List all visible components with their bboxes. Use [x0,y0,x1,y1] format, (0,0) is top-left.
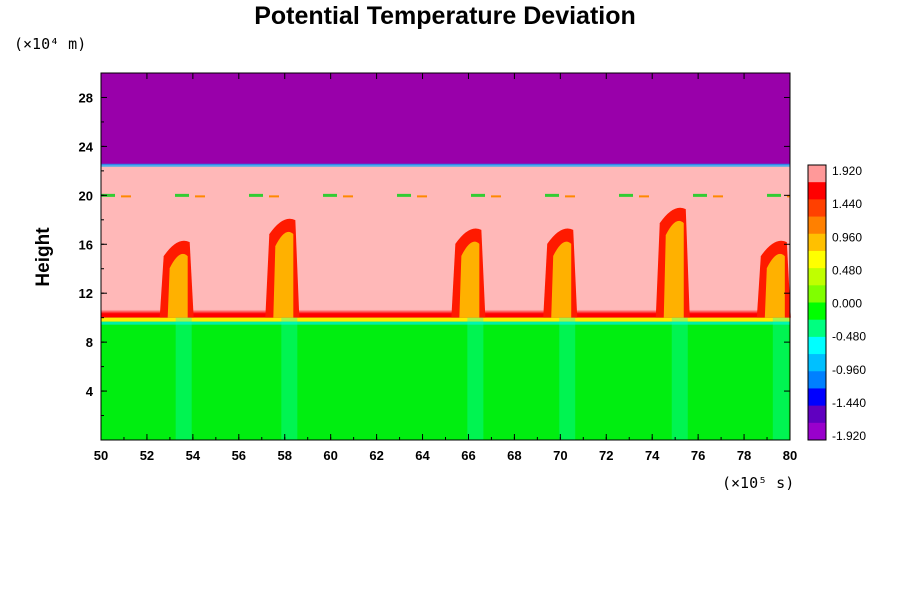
colorbar-swatch [808,422,826,441]
x-tick-label: 58 [277,448,291,463]
x-axis: 50 52 54 56 58 60 62 64 66 68 70 72 74 76 78 80 [94,73,797,463]
colorbar-swatch [808,233,826,252]
tropopause-cyan [101,321,790,325]
upper-boundary [101,163,790,167]
y-axis-unit: (×10⁴ m) [14,35,86,53]
colorbar-label: 0.480 [832,263,862,277]
colorbar-label: -0.480 [832,330,866,344]
upper-region [101,73,790,167]
plume-shadow [467,317,484,440]
colorbar-label: -1.920 [832,429,866,443]
colorbar-frame [807,164,827,441]
x-tick-label: 78 [737,448,751,463]
y-tick-label: 28 [79,90,93,105]
colorbar-swatch [808,336,826,355]
y-tick-label: 4 [86,384,94,399]
x-axis-unit: (×10⁵ s) [722,474,794,492]
x-tick-label: 62 [369,448,383,463]
x-tick-label: 68 [507,448,521,463]
colorbar-label: 0.960 [832,230,862,244]
plume-shadow [559,317,576,440]
colorbar: 1.920 1.440 0.960 0.480 0.000 -0.480 -0.960 -1.… [807,164,866,443]
plume-core [764,253,785,318]
colorbar-swatch [808,285,826,303]
colorbar-swatch [808,319,826,338]
x-tick-label: 70 [553,448,567,463]
plume-shadow [772,317,789,440]
x-tick-label: 56 [232,448,246,463]
plume-shadow [671,317,688,440]
x-tick-label: 64 [415,448,430,463]
colorbar-swatch [808,216,826,235]
x-tick-label: 76 [691,448,705,463]
tropopause-yellow [101,317,790,322]
tropopause-rim [101,309,790,318]
y-axis-label: Height [33,227,54,287]
y-tick-label: 12 [79,286,93,301]
y-tick-label: 20 [79,188,93,203]
colorbar-label: 1.440 [832,197,862,211]
colorbar-swatch [808,302,826,321]
x-tick-label: 74 [645,448,660,463]
plume-core [459,241,480,318]
plume-core [273,231,294,318]
lower-region [101,317,790,440]
colorbar-label: -0.960 [832,363,866,377]
colorbar-swatch [808,405,826,424]
plume-core [663,220,684,318]
chart-title: Potential Temperature Deviation [254,2,636,30]
x-tick-label: 50 [94,448,108,463]
x-tick-label: 52 [140,448,154,463]
plume-shadow [175,317,192,440]
y-axis: 4 8 12 16 20 24 28 [79,90,790,417]
plume-core [551,241,572,318]
plume-shadow [281,317,298,440]
colorbar-label: 0.000 [832,297,862,311]
y-tick-label: 16 [79,237,93,252]
colorbar-swatch [808,199,826,218]
x-tick-label: 54 [186,448,201,463]
x-tick-label: 60 [323,448,337,463]
colorbar-swatch [808,354,826,372]
colorbar-label: -1.440 [832,396,866,410]
plot-area [100,72,791,441]
x-tick-label: 80 [783,448,797,463]
colorbar-label: 1.920 [832,164,862,178]
plume-core [167,253,188,318]
y-tick-label: 8 [86,335,93,350]
colorbar-swatch [808,371,826,389]
x-tick-label: 72 [599,448,613,463]
y-tick-label: 24 [79,139,94,154]
colorbar-swatch [808,250,826,269]
colorbar-swatch [808,182,826,200]
x-tick-label: 66 [461,448,475,463]
colorbar-swatch [808,165,826,183]
colorbar-swatch [808,388,826,407]
colorbar-swatch [808,268,826,286]
